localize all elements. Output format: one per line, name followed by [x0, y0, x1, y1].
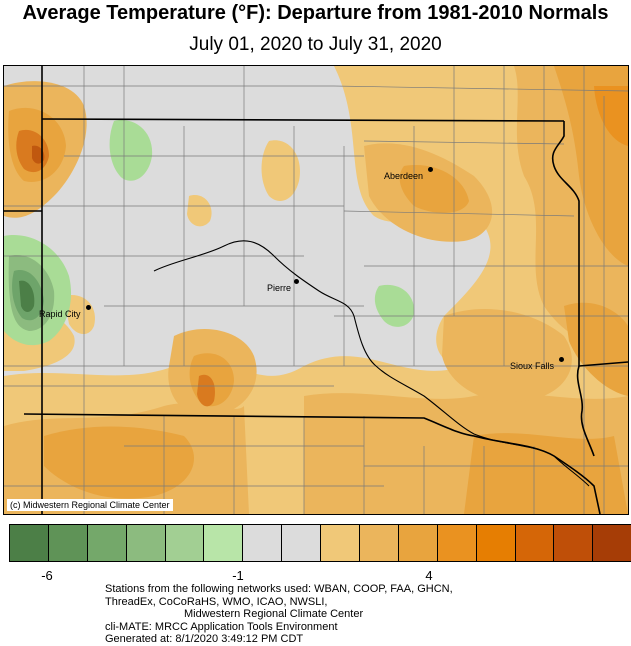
- legend-swatch-4: [165, 525, 205, 561]
- sioux-falls-label: Sioux Falls: [510, 361, 555, 371]
- legend-swatch-11: [437, 525, 477, 561]
- map-title: Average Temperature (°F): Departure from…: [22, 2, 609, 24]
- legend-swatch-10: [398, 525, 438, 561]
- legend-swatch-1: [48, 525, 88, 561]
- temperature-departure-map: Aberdeen Pierre Rapid City Sioux Falls (…: [3, 65, 629, 515]
- legend-swatch-0: [10, 525, 49, 561]
- county-boundaries: [4, 66, 628, 514]
- legend-swatch-15: [593, 525, 631, 561]
- legend-swatch-13: [515, 525, 555, 561]
- legend-tick-minus-6: -6: [41, 568, 53, 583]
- footer-networks-line-2: ThreadEx, CoCoRaHS, WMO, ICAO, NWSLI,: [105, 595, 328, 608]
- legend-swatch-9: [360, 525, 399, 561]
- legend-swatch-6: [243, 525, 283, 561]
- footer-center: Midwestern Regional Climate Center: [184, 608, 364, 620]
- pierre-label: Pierre: [267, 283, 292, 293]
- color-legend: [9, 524, 631, 562]
- footer-climate-tool: cli-MATE: MRCC Application Tools Environ…: [105, 620, 338, 633]
- aberdeen-label: Aberdeen: [384, 171, 424, 181]
- state-boundaries: [4, 66, 628, 514]
- aberdeen-dot: [428, 167, 433, 172]
- legend-tick-4: 4: [425, 568, 433, 583]
- map-subtitle: July 01, 2020 to July 31, 2020: [189, 34, 442, 55]
- legend-swatch-12: [476, 525, 516, 561]
- legend-swatch-7: [282, 525, 322, 561]
- map-canvas: [4, 66, 628, 514]
- map-footer: Stations from the following networks use…: [105, 583, 453, 646]
- map-credit: (c) Midwestern Regional Climate Center: [7, 499, 173, 511]
- footer-generated: Generated at: 8/1/2020 3:49:12 PM CDT: [105, 633, 304, 645]
- legend-tick-minus-1: -1: [232, 568, 244, 583]
- legend-swatch-14: [554, 525, 594, 561]
- sioux-falls-dot: [559, 357, 564, 362]
- cool-anomaly-regions: [4, 120, 415, 346]
- legend-swatch-8: [321, 525, 361, 561]
- rapid-city-label: Rapid City: [39, 309, 81, 319]
- legend-swatch-2: [87, 525, 127, 561]
- legend-swatch-3: [126, 525, 166, 561]
- pierre-dot: [294, 279, 299, 284]
- footer-networks-line-1: Stations from the following networks use…: [105, 583, 453, 595]
- rapid-city-dot: [86, 305, 91, 310]
- legend-swatch-5: [204, 525, 244, 561]
